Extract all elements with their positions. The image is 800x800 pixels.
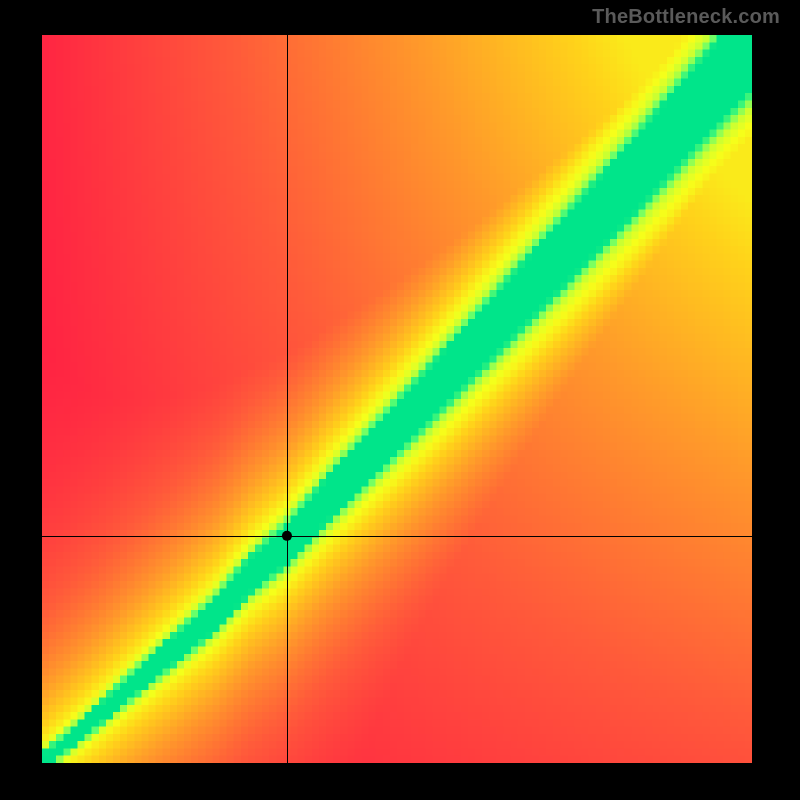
attribution-text: TheBottleneck.com (592, 6, 780, 29)
crosshair-overlay (42, 35, 752, 763)
